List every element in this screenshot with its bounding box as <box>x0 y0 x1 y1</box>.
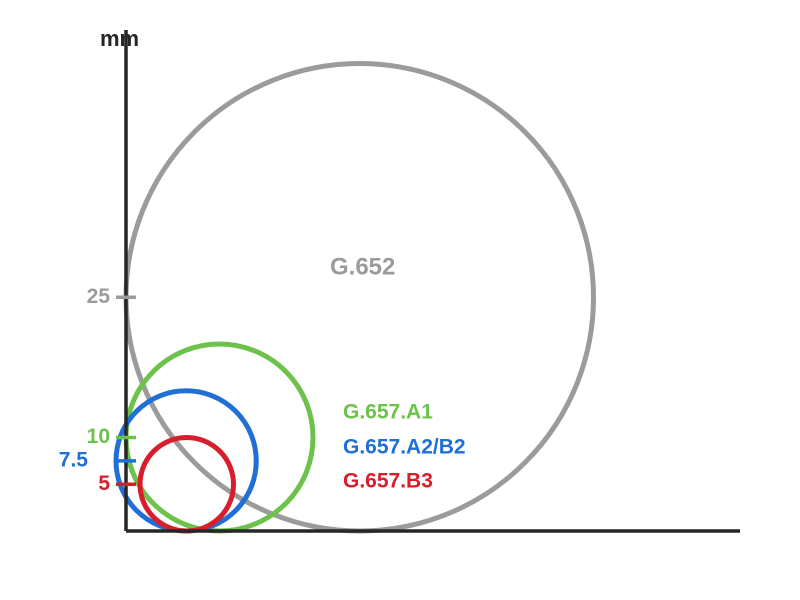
g657a2b2-label: G.657.A2/B2 <box>343 436 466 459</box>
g652-label: G.652 <box>330 253 395 280</box>
g657a1-tick-label: 10 <box>87 425 110 448</box>
bend-radius-diagram: 25 107.5 5 G.652 G.657.A1 G.657.A2/B2 G.657.B3… <box>0 0 800 600</box>
g652-circle <box>126 64 594 532</box>
g657b3-tick-label: 5 <box>98 472 110 495</box>
g657a2b2-circle <box>116 391 256 531</box>
unit-label: mm <box>100 26 139 51</box>
g652-tick-label: 25 <box>87 285 111 308</box>
series-labels: G.652 G.657.A1 G.657.A2/B2 G.657.B3 <box>330 253 466 492</box>
g657a2b2-tick-label: 7.5 <box>59 448 89 471</box>
g657b3-label: G.657.B3 <box>343 470 433 493</box>
g657a1-label: G.657.A1 <box>343 401 433 424</box>
circles-group <box>116 64 594 532</box>
g657a1-circle <box>126 344 313 531</box>
